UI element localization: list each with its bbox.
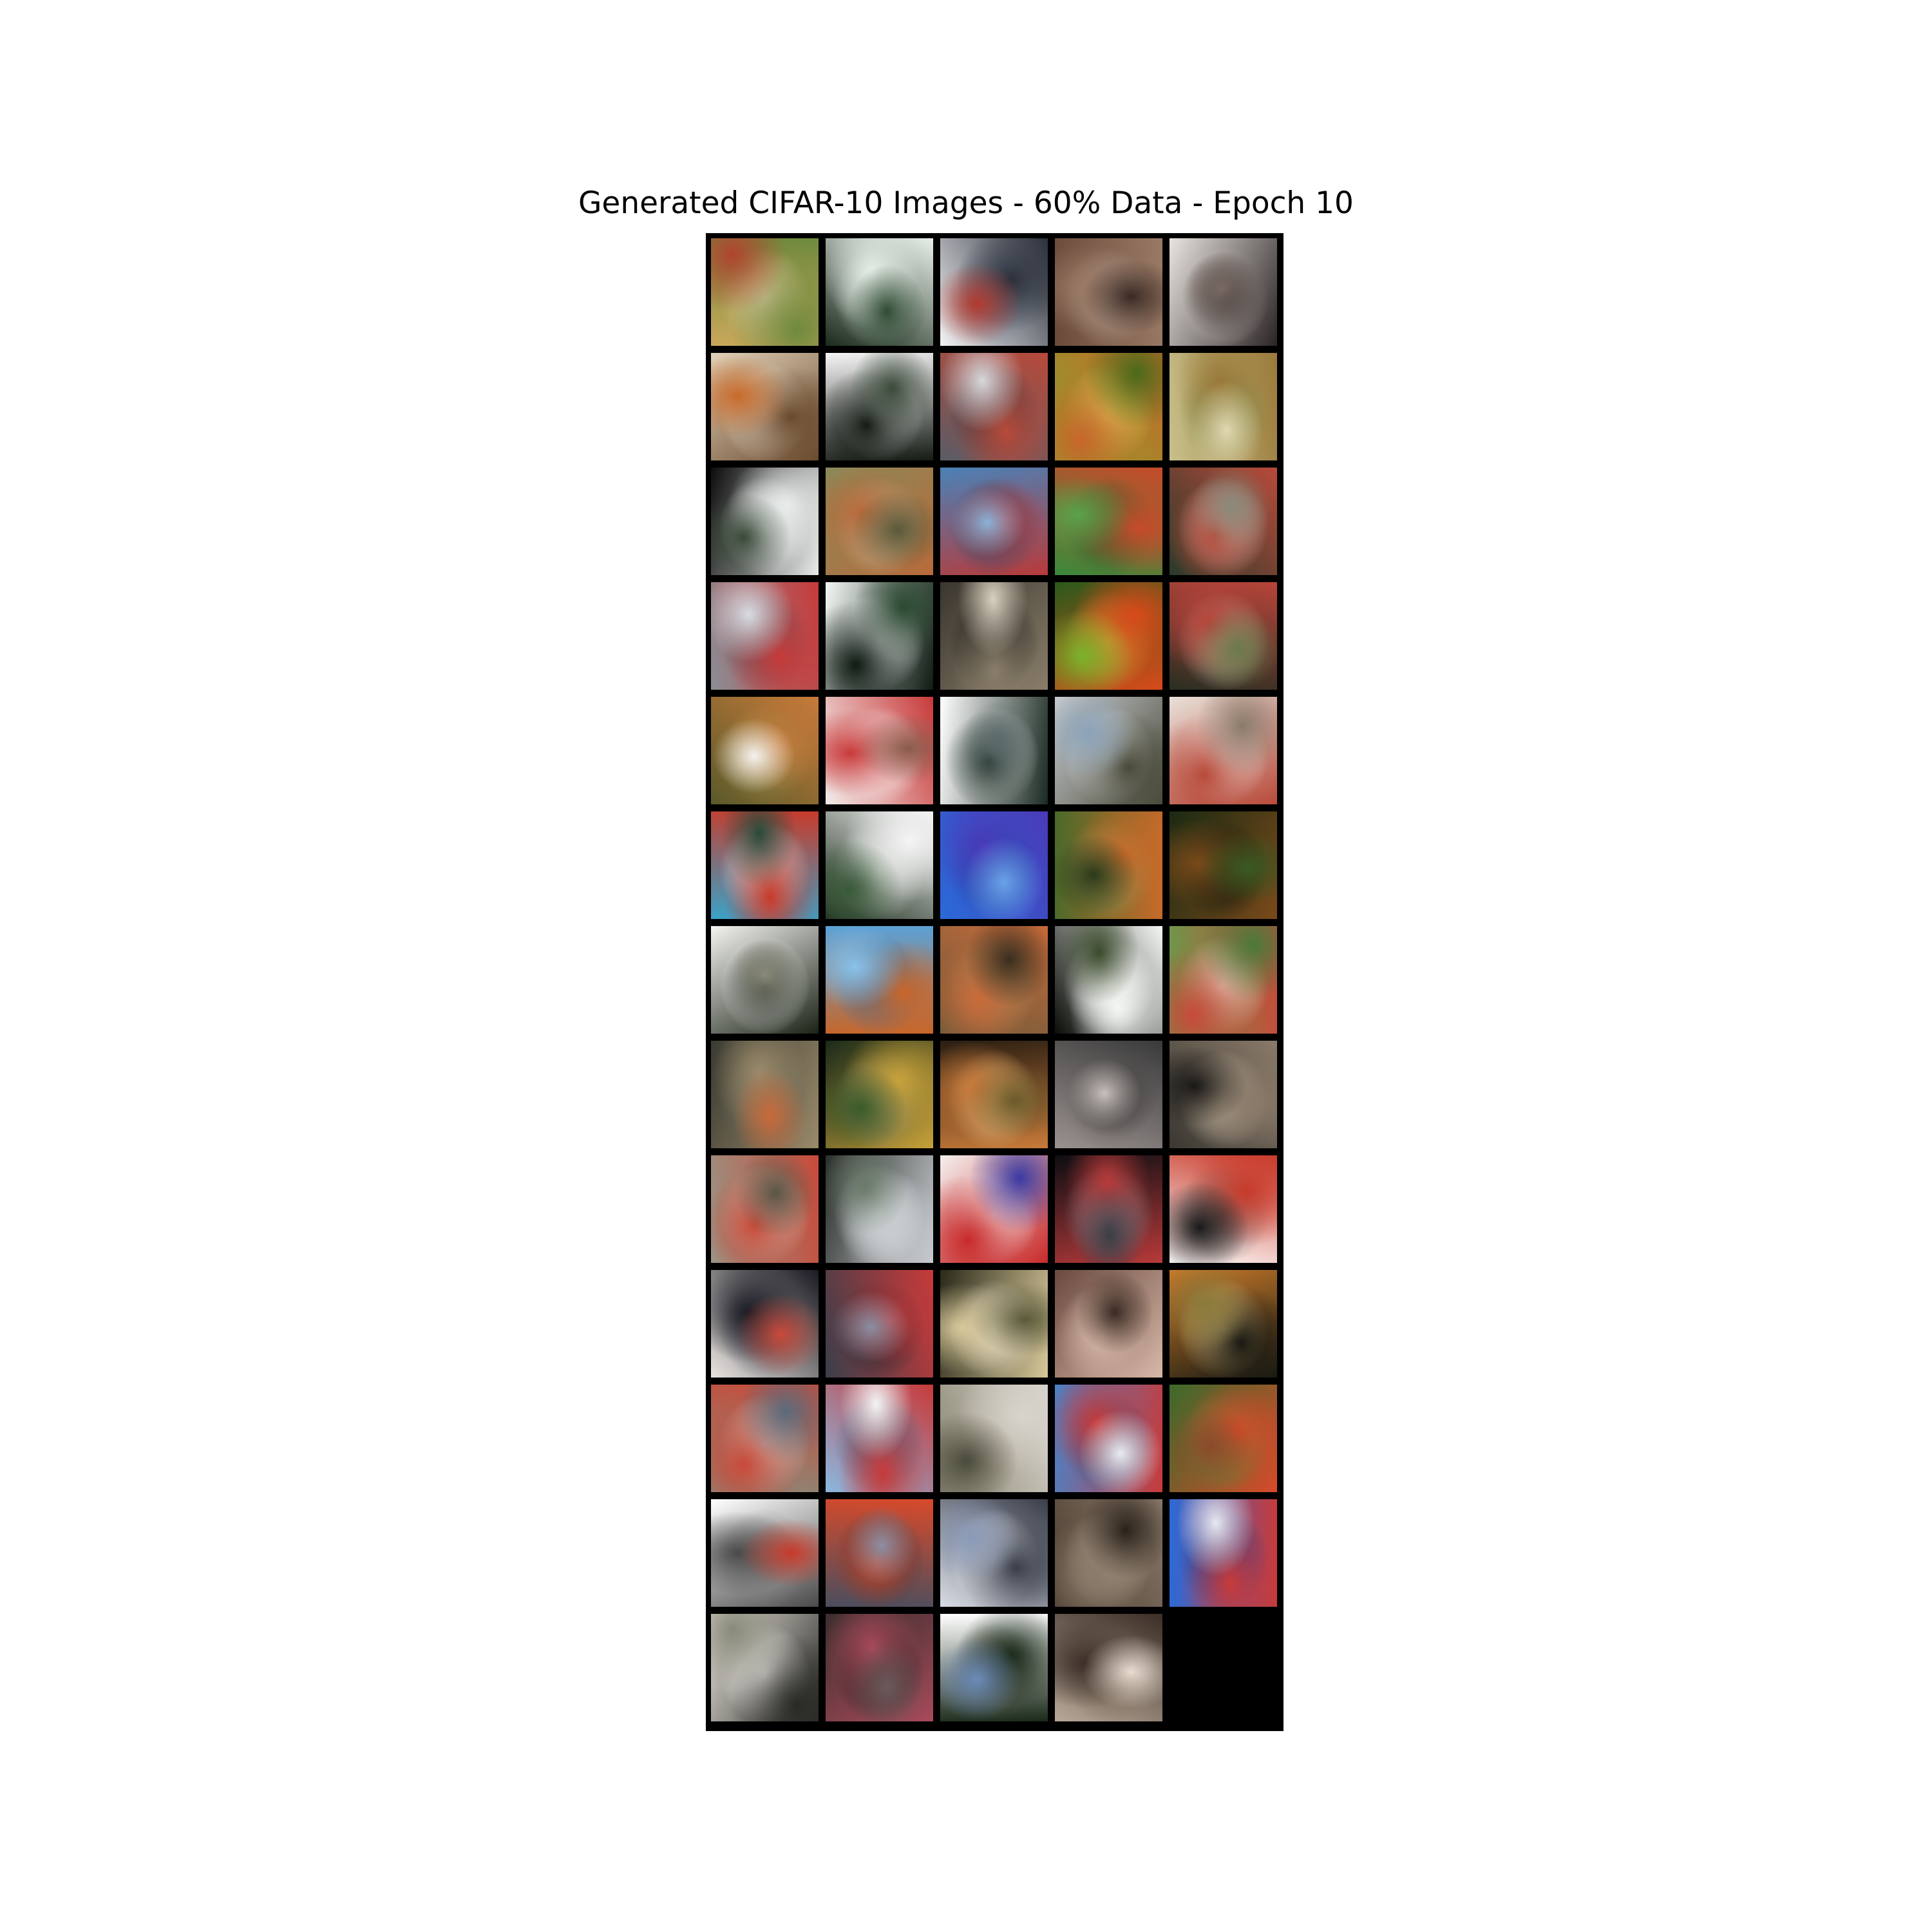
generated-image	[1170, 697, 1277, 804]
generated-image	[711, 238, 819, 346]
generated-image	[711, 1499, 819, 1607]
generated-image	[1170, 582, 1277, 690]
generated-image	[826, 582, 933, 690]
generated-image	[1055, 1499, 1162, 1607]
generated-image	[940, 1614, 1048, 1721]
generated-image	[1170, 1155, 1277, 1263]
generated-image	[940, 1270, 1048, 1378]
generated-image	[826, 468, 933, 575]
generated-image	[826, 697, 933, 804]
generated-image	[1170, 811, 1277, 919]
generated-image	[1055, 238, 1162, 346]
generated-image	[826, 1385, 933, 1492]
generated-image	[711, 582, 819, 690]
generated-image	[1055, 697, 1162, 804]
generated-image	[1170, 353, 1277, 460]
generated-image	[1170, 926, 1277, 1034]
generated-image	[826, 238, 933, 346]
generated-image	[940, 1385, 1048, 1492]
generated-image	[1055, 926, 1162, 1034]
generated-image	[826, 1270, 933, 1378]
generated-image	[826, 926, 933, 1034]
generated-image	[711, 1041, 819, 1148]
generated-image	[711, 926, 819, 1034]
generated-image	[940, 1155, 1048, 1263]
generated-image	[711, 1385, 819, 1492]
generated-image	[711, 697, 819, 804]
generated-image	[940, 468, 1048, 575]
generated-image	[1055, 1155, 1162, 1263]
generated-image	[940, 353, 1048, 460]
generated-image	[826, 1155, 933, 1263]
generated-image	[1055, 1041, 1162, 1148]
generated-image	[940, 1041, 1048, 1148]
generated-image	[1055, 811, 1162, 919]
generated-image	[826, 1614, 933, 1721]
generated-image	[940, 238, 1048, 346]
generated-image	[940, 811, 1048, 919]
generated-image	[1055, 468, 1162, 575]
generated-image	[1170, 238, 1277, 346]
generated-image	[1055, 1614, 1162, 1721]
generated-image	[940, 1499, 1048, 1607]
generated-image	[711, 1614, 819, 1721]
figure-title: Generated CIFAR-10 Images - 60% Data - E…	[0, 184, 1932, 223]
generated-image	[711, 1270, 819, 1378]
generated-image	[1055, 1385, 1162, 1492]
generated-image	[1055, 353, 1162, 460]
generated-image	[1055, 1270, 1162, 1378]
empty-grid-cell	[1170, 1614, 1277, 1721]
generated-image	[1170, 1499, 1277, 1607]
generated-image	[826, 353, 933, 460]
generated-image	[1170, 1385, 1277, 1492]
generated-image	[826, 1499, 933, 1607]
generated-image	[940, 697, 1048, 804]
generated-image	[711, 468, 819, 575]
generated-image	[711, 811, 819, 919]
generated-image	[1170, 1270, 1277, 1378]
generated-image	[711, 353, 819, 460]
generated-image	[1055, 582, 1162, 690]
generated-image	[1170, 468, 1277, 575]
generated-image	[1170, 1041, 1277, 1148]
generated-image	[940, 582, 1048, 690]
generated-image-grid	[706, 233, 1283, 1731]
generated-image	[711, 1155, 819, 1263]
generated-image	[826, 811, 933, 919]
generated-image	[826, 1041, 933, 1148]
generated-image	[940, 926, 1048, 1034]
